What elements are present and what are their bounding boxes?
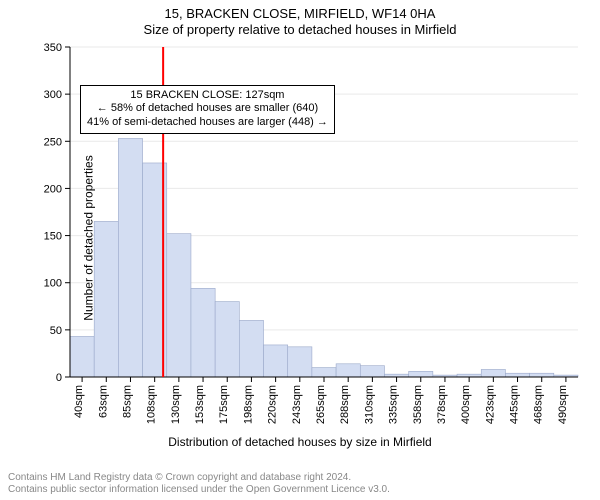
annotation-box: 15 BRACKEN CLOSE: 127sqm ← 58% of detach…	[80, 85, 335, 134]
svg-text:63sqm: 63sqm	[97, 385, 109, 418]
svg-text:150: 150	[44, 230, 62, 242]
footer-line: Contains public sector information licen…	[8, 484, 592, 496]
svg-text:378sqm: 378sqm	[436, 385, 448, 424]
footer-credit: Contains HM Land Registry data © Crown c…	[8, 472, 592, 496]
y-axis-label: Number of detached properties	[82, 155, 96, 320]
svg-text:50: 50	[50, 324, 62, 336]
svg-text:108sqm: 108sqm	[146, 385, 158, 424]
svg-text:400sqm: 400sqm	[460, 385, 472, 424]
svg-text:288sqm: 288sqm	[339, 385, 351, 424]
svg-text:250: 250	[44, 136, 62, 148]
svg-text:265sqm: 265sqm	[315, 385, 327, 424]
svg-text:175sqm: 175sqm	[218, 385, 230, 424]
svg-text:300: 300	[44, 89, 62, 101]
svg-text:130sqm: 130sqm	[170, 385, 182, 424]
annotation-line: ← 58% of detached houses are smaller (64…	[87, 102, 328, 116]
svg-text:490sqm: 490sqm	[557, 385, 569, 424]
svg-text:350: 350	[44, 42, 62, 54]
svg-text:100: 100	[44, 277, 62, 289]
svg-text:198sqm: 198sqm	[242, 385, 254, 424]
svg-text:200: 200	[44, 183, 62, 195]
svg-text:220sqm: 220sqm	[267, 385, 279, 424]
svg-text:310sqm: 310sqm	[363, 385, 375, 424]
title-main: 15, BRACKEN CLOSE, MIRFIELD, WF14 0HA	[8, 6, 592, 22]
annotation-line: 41% of semi-detached houses are larger (…	[87, 116, 328, 130]
svg-text:0: 0	[56, 372, 62, 384]
svg-text:445sqm: 445sqm	[509, 385, 521, 424]
chart-area: Number of detached properties 0 50 100 150 2…	[8, 41, 592, 435]
footer-line: Contains HM Land Registry data © Crown c…	[8, 472, 592, 484]
svg-text:40sqm: 40sqm	[73, 385, 85, 418]
svg-text:335sqm: 335sqm	[388, 385, 400, 424]
svg-text:243sqm: 243sqm	[291, 385, 303, 424]
annotation-line: 15 BRACKEN CLOSE: 127sqm	[87, 89, 328, 103]
x-axis-label: Distribution of detached houses by size …	[8, 435, 592, 449]
svg-text:85sqm: 85sqm	[121, 385, 133, 418]
svg-text:358sqm: 358sqm	[412, 385, 424, 424]
svg-text:423sqm: 423sqm	[484, 385, 496, 424]
title-sub: Size of property relative to detached ho…	[8, 22, 592, 38]
svg-text:153sqm: 153sqm	[194, 385, 206, 424]
svg-text:468sqm: 468sqm	[533, 385, 545, 424]
